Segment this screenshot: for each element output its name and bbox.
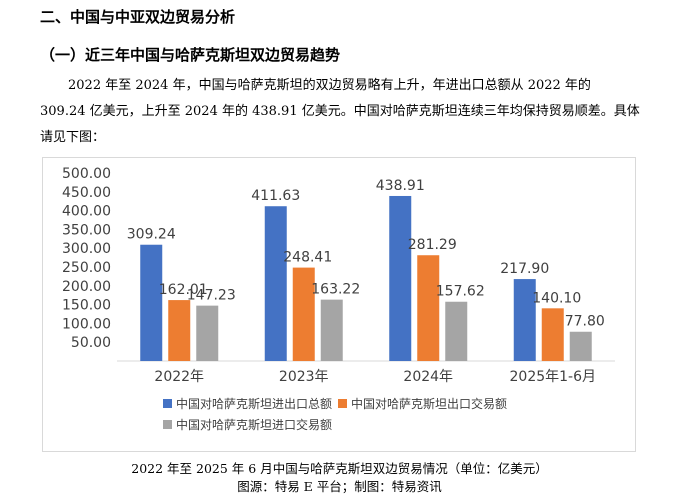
section-title: 二、中国与中亚双边贸易分析 [40, 8, 236, 26]
data-label: 157.62 [436, 284, 485, 300]
bar [389, 195, 412, 361]
data-label: 162.01 [159, 282, 208, 298]
bar [168, 300, 191, 361]
data-label: 248.41 [283, 250, 332, 266]
bar [513, 279, 536, 361]
bar [541, 308, 564, 361]
bar [196, 305, 219, 361]
bar [140, 244, 163, 361]
data-label: 140.10 [532, 290, 581, 306]
x-tick-label: 2022年 [154, 369, 204, 385]
x-tick-label: 2023年 [279, 369, 329, 385]
chart-caption: 2022 年至 2025 年 6 月中国与哈萨克斯坦双边贸易情况（单位：亿美元） [131, 461, 548, 476]
y-tick-label: 150.00 [62, 298, 111, 314]
y-tick-label: 300.00 [62, 241, 111, 257]
chart-source: 图源：特易 E 平台；制图：特易资讯 [237, 479, 442, 494]
bar [569, 331, 592, 361]
y-tick-label: 350.00 [62, 222, 111, 238]
legend-label: 中国对哈萨克斯坦出口交易额 [351, 396, 507, 411]
legend-swatch [163, 399, 172, 408]
bar-chart: 50.00 100.00 150.00 200.00 250.00 300.00 350.0… [42, 157, 636, 452]
legend-swatch [163, 420, 172, 429]
bar [445, 301, 468, 361]
data-label: 438.91 [376, 178, 425, 194]
bar [292, 267, 315, 361]
y-tick-label: 400.00 [62, 204, 111, 220]
y-tick-label: 250.00 [62, 260, 111, 276]
data-label: 217.90 [500, 261, 549, 277]
bar [417, 255, 440, 361]
x-tick-label: 2024年 [403, 369, 453, 385]
data-label: 411.63 [251, 188, 300, 204]
bar [320, 299, 343, 361]
y-tick-label: 500.00 [62, 166, 111, 182]
y-tick-label: 100.00 [62, 316, 111, 332]
data-label: 281.29 [408, 237, 457, 253]
bar [264, 206, 287, 361]
data-label: 147.23 [187, 288, 236, 304]
data-label: 309.24 [127, 227, 176, 243]
data-label: 77.80 [565, 314, 605, 330]
subsection-title: （一）近三年中国与哈萨克斯坦双边贸易趋势 [40, 46, 341, 64]
legend-swatch [338, 399, 347, 408]
x-tick-label: 2025年1-6月 [510, 369, 597, 385]
body-paragraph: 2022 年至 2024 年，中国与哈萨克斯坦的双边贸易略有上升，年进出口总额从… [40, 78, 640, 145]
legend-label: 中国对哈萨克斯坦进出口总额 [176, 396, 332, 411]
legend-label: 中国对哈萨克斯坦进口交易额 [176, 417, 332, 432]
data-label: 163.22 [311, 282, 360, 298]
bar-chart-svg: 50.00 100.00 150.00 200.00 250.00 300.00 350.0… [62, 166, 615, 432]
y-tick-label: 50.00 [71, 335, 111, 351]
y-tick-label: 200.00 [62, 279, 111, 295]
y-tick-label: 450.00 [62, 185, 111, 201]
